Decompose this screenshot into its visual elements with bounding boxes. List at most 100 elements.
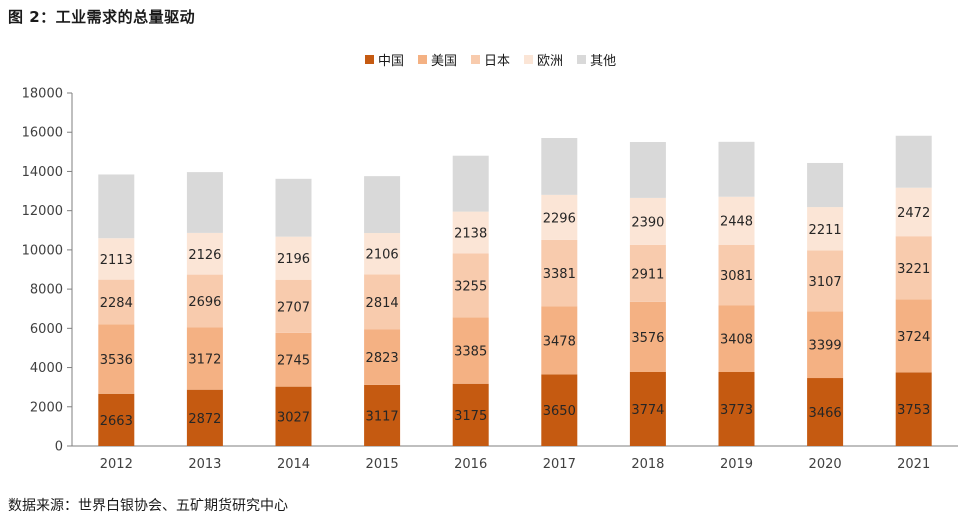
data-label-europe: 2106 (366, 248, 399, 263)
y-tick-label: 0 (55, 440, 63, 455)
bar-japan (452, 253, 489, 318)
data-label-china: 3774 (631, 403, 664, 418)
y-tick-label: 10000 (22, 243, 63, 258)
data-label-europe: 2196 (277, 252, 310, 267)
bar-other (895, 135, 932, 188)
bar-usa (541, 306, 578, 375)
data-label-japan: 2696 (188, 295, 221, 310)
data-label-usa: 3399 (809, 339, 842, 354)
legend-label-europe: 欧洲 (537, 54, 564, 69)
bar-europe (807, 207, 844, 251)
y-tick-label: 4000 (30, 361, 63, 376)
data-label-europe: 2472 (897, 206, 930, 221)
bar-europe (895, 187, 932, 237)
bar-usa (364, 329, 401, 385)
data-label-china: 3027 (277, 410, 310, 425)
data-label-china: 3175 (454, 409, 487, 424)
legend-swatch-china (365, 55, 374, 64)
data-label-usa: 2823 (366, 351, 399, 366)
legend-label-china: 中国 (378, 54, 405, 69)
bar-china (98, 393, 135, 446)
bar-usa (807, 311, 844, 379)
bar-europe (364, 233, 401, 275)
bar-japan (895, 236, 932, 300)
legend-item-other: 其他 (577, 50, 616, 69)
data-label-usa: 3724 (897, 330, 930, 345)
bar-china (364, 384, 401, 446)
bar-usa (629, 301, 666, 372)
bar-other (452, 155, 489, 212)
data-label-japan: 3221 (897, 262, 930, 277)
legend-swatch-usa (418, 55, 428, 64)
bar-china (541, 374, 578, 446)
data-label-europe: 2211 (809, 223, 842, 238)
bar-europe (275, 236, 312, 280)
data-label-japan: 2911 (631, 267, 664, 282)
legend-swatch-japan (471, 55, 481, 64)
bar-usa (275, 332, 312, 387)
data-label-japan: 3381 (543, 267, 576, 282)
legend-item-europe: 欧洲 (524, 50, 563, 69)
figure-title: 图 2：工业需求的总量驱动 (8, 8, 196, 26)
bar-other (541, 138, 578, 195)
y-tick-label: 8000 (30, 283, 63, 298)
bar-japan (98, 279, 135, 325)
data-label-japan: 3107 (809, 275, 842, 290)
data-label-china: 3650 (543, 404, 576, 419)
bar-usa (186, 327, 223, 390)
bar-europe (718, 196, 755, 245)
y-tick-label: 12000 (22, 204, 63, 219)
x-tick-label: 2015 (366, 457, 399, 472)
bar-other (364, 176, 401, 234)
legend-label-other: 其他 (590, 54, 617, 69)
data-label-china: 3773 (720, 403, 753, 418)
bar-other (629, 142, 666, 198)
bar-china (629, 371, 666, 446)
data-label-japan: 3255 (454, 279, 487, 294)
y-tick-label: 18000 (22, 87, 63, 102)
bar-japan (186, 274, 223, 328)
x-tick-label: 2021 (897, 457, 930, 472)
x-tick-label: 2012 (100, 457, 133, 472)
bar-japan (718, 244, 755, 306)
legend-item-japan: 日本 (471, 50, 510, 69)
data-label-china: 3117 (366, 409, 399, 424)
legend-swatch-europe (524, 55, 534, 64)
data-label-china: 2663 (100, 414, 133, 429)
bar-europe (186, 232, 223, 275)
bar-china (718, 372, 755, 446)
bar-japan (629, 244, 666, 302)
bar-europe (541, 194, 578, 240)
data-label-china: 3753 (897, 403, 930, 418)
data-label-europe: 2296 (543, 211, 576, 226)
y-tick-label: 2000 (30, 400, 63, 415)
y-tick-label: 14000 (22, 165, 63, 180)
data-label-china: 3466 (809, 406, 842, 421)
y-tick-label: 16000 (22, 126, 63, 141)
bar-other (275, 178, 312, 237)
data-label-usa: 3478 (543, 334, 576, 349)
data-label-europe: 2448 (720, 215, 753, 230)
bar-other (807, 162, 844, 208)
bar-other (186, 172, 223, 233)
x-tick-label: 2018 (631, 457, 664, 472)
data-label-japan: 2814 (366, 296, 399, 311)
data-label-europe: 2126 (188, 248, 221, 263)
legend-item-china: 中国 (365, 50, 404, 69)
legend-label-japan: 日本 (484, 54, 511, 69)
x-tick-label: 2014 (277, 457, 310, 472)
bar-china (275, 386, 312, 446)
data-label-japan: 3081 (720, 269, 753, 284)
bar-usa (895, 299, 932, 373)
data-label-europe: 2390 (631, 215, 664, 230)
bar-europe (452, 211, 489, 254)
x-tick-label: 2013 (188, 457, 221, 472)
bar-china (186, 389, 223, 446)
bar-china (452, 383, 489, 446)
legend-label-usa: 美国 (431, 54, 458, 69)
chart-legend: 中国 美国 日本 欧洲 其他 (0, 50, 971, 70)
x-tick-label: 2017 (543, 457, 576, 472)
bar-usa (98, 324, 135, 394)
data-label-usa: 2745 (277, 354, 310, 369)
y-tick-label: 6000 (30, 322, 63, 337)
